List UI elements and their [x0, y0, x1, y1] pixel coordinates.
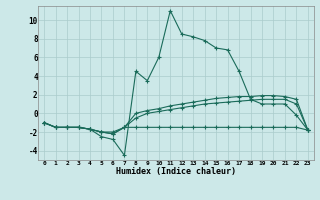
X-axis label: Humidex (Indice chaleur): Humidex (Indice chaleur)	[116, 167, 236, 176]
